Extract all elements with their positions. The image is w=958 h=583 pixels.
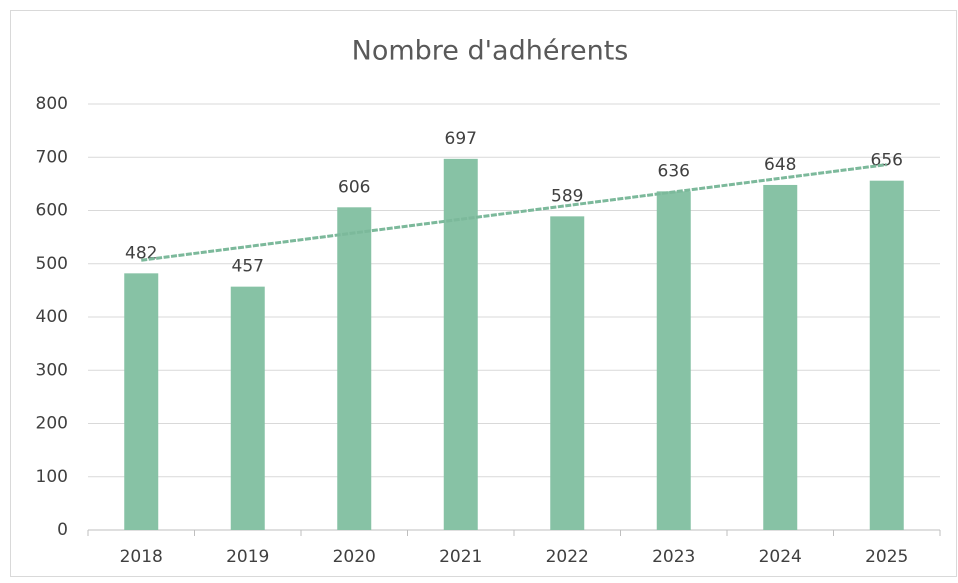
x-tick-label: 2023 [652, 547, 695, 567]
y-tick-label: 0 [57, 520, 68, 540]
y-tick-label: 100 [36, 467, 68, 487]
data-label: 589 [551, 186, 583, 206]
y-tick-label: 300 [36, 360, 68, 380]
x-tick-label: 2025 [865, 547, 908, 567]
bar [443, 158, 478, 530]
x-tick-label: 2020 [333, 547, 376, 567]
data-label: 697 [445, 129, 477, 149]
x-tick-label: 2021 [439, 547, 482, 567]
data-label: 656 [871, 151, 903, 171]
y-tick-label: 500 [36, 254, 68, 274]
y-tick-label: 800 [36, 94, 68, 114]
data-label: 636 [658, 161, 690, 181]
y-tick-label: 400 [36, 307, 68, 327]
x-tick-label: 2018 [120, 547, 163, 567]
bar [656, 191, 691, 530]
data-label: 482 [125, 243, 157, 263]
y-tick-label: 700 [36, 147, 68, 167]
y-tick-label: 200 [36, 414, 68, 434]
x-tick-label: 2019 [226, 547, 269, 567]
bar [124, 273, 159, 530]
x-tick-label: 2022 [546, 547, 589, 567]
bar [763, 184, 798, 530]
chart-title: Nombre d'adhérents [352, 36, 629, 67]
x-tick-label: 2024 [759, 547, 802, 567]
bar [869, 180, 904, 530]
bar [337, 207, 372, 530]
bar [550, 216, 585, 531]
bar [230, 286, 265, 530]
data-label: 457 [232, 257, 264, 277]
data-label: 606 [338, 177, 370, 197]
chart-frame [10, 10, 957, 577]
data-label: 648 [764, 155, 796, 175]
y-tick-label: 600 [36, 201, 68, 221]
trendline [141, 163, 887, 262]
